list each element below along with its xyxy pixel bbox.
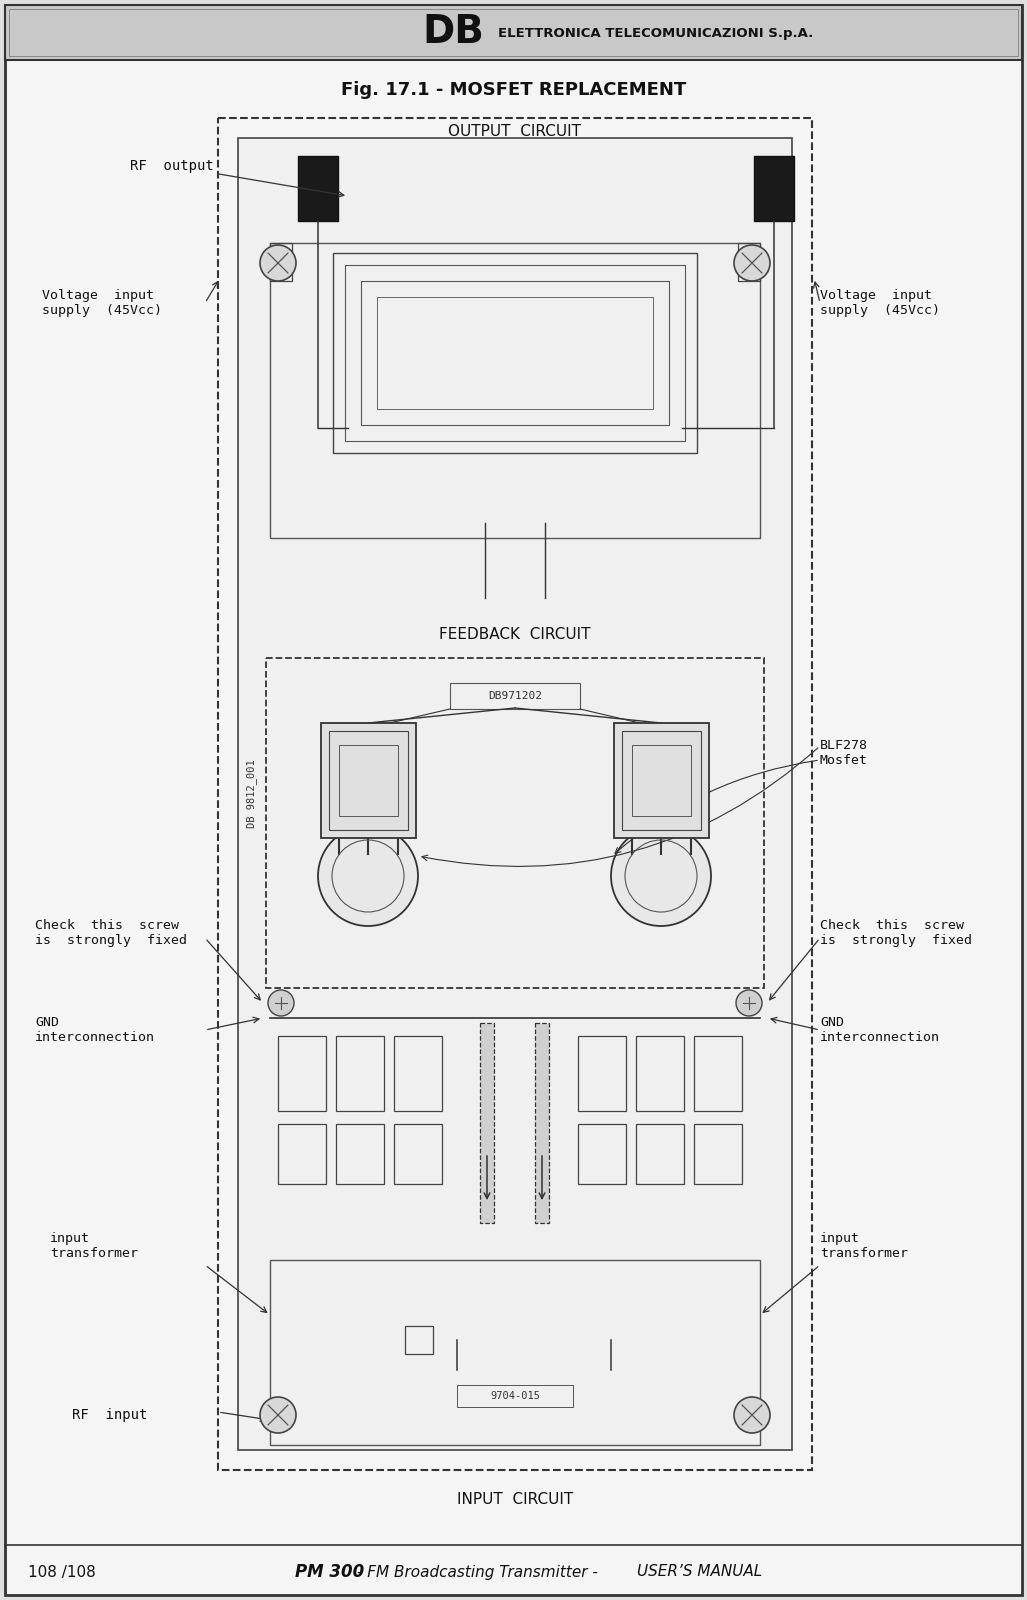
Text: FEEDBACK  CIRCUIT: FEEDBACK CIRCUIT	[440, 627, 591, 642]
Text: GND
interconnection: GND interconnection	[35, 1016, 155, 1043]
Text: 108 /108: 108 /108	[28, 1565, 96, 1579]
Bar	[270, 243, 292, 282]
Bar	[339, 746, 398, 816]
Text: Check  this  screw
is  strongly  fixed: Check this screw is strongly fixed	[820, 918, 972, 947]
Bar	[218, 118, 812, 1470]
Bar	[9, 10, 1018, 56]
Bar	[298, 157, 338, 221]
Bar	[5, 5, 1022, 59]
Bar	[450, 683, 580, 709]
Text: DB: DB	[422, 13, 485, 51]
Circle shape	[734, 245, 770, 282]
Text: - FM Broadcasting Transmitter -: - FM Broadcasting Transmitter -	[352, 1565, 603, 1579]
Bar	[394, 1037, 442, 1110]
Bar	[336, 1037, 384, 1110]
Text: ELETTRONICA TELECOMUNICAZIONI S.p.A.: ELETTRONICA TELECOMUNICAZIONI S.p.A.	[498, 27, 813, 40]
Bar	[345, 266, 685, 442]
Bar	[321, 723, 416, 838]
Bar	[278, 1123, 326, 1184]
Text: 9704-015: 9704-015	[490, 1390, 540, 1402]
Circle shape	[260, 245, 296, 282]
Text: OUTPUT  CIRCUIT: OUTPUT CIRCUIT	[449, 125, 581, 139]
Circle shape	[736, 990, 762, 1016]
Text: GND
interconnection: GND interconnection	[820, 1016, 940, 1043]
Bar	[480, 1022, 494, 1222]
Bar	[333, 253, 697, 453]
Bar	[266, 658, 764, 987]
Text: RF  input: RF input	[72, 1408, 148, 1422]
Bar	[270, 1261, 760, 1445]
Bar	[405, 1326, 433, 1354]
Bar	[738, 243, 760, 282]
Text: RF  output: RF output	[130, 158, 344, 197]
Bar	[394, 1123, 442, 1184]
Text: Fig. 17.1 - MOSFET REPLACEMENT: Fig. 17.1 - MOSFET REPLACEMENT	[341, 82, 686, 99]
Text: BLF278
Mosfet: BLF278 Mosfet	[820, 739, 868, 766]
Bar	[270, 243, 760, 538]
Bar	[636, 1123, 684, 1184]
Circle shape	[268, 990, 294, 1016]
Bar	[329, 731, 408, 830]
Circle shape	[318, 826, 418, 926]
Circle shape	[734, 1397, 770, 1434]
Bar	[754, 157, 794, 221]
Text: USER’S MANUAL: USER’S MANUAL	[637, 1565, 762, 1579]
Text: Voltage  input
supply  (45Vcc): Voltage input supply (45Vcc)	[820, 290, 940, 317]
Bar	[578, 1037, 626, 1110]
Text: input
transformer: input transformer	[50, 1232, 138, 1261]
Bar	[278, 1037, 326, 1110]
Bar	[694, 1037, 741, 1110]
Bar	[622, 731, 701, 830]
Text: Voltage  input
supply  (45Vcc): Voltage input supply (45Vcc)	[42, 290, 162, 317]
Bar	[336, 1123, 384, 1184]
Text: Check  this  screw
is  strongly  fixed: Check this screw is strongly fixed	[35, 918, 187, 947]
Bar	[632, 746, 691, 816]
Text: DB 9812_001: DB 9812_001	[246, 760, 258, 829]
Bar	[238, 138, 792, 1450]
Circle shape	[611, 826, 711, 926]
Bar	[535, 1022, 549, 1222]
Bar	[636, 1037, 684, 1110]
Bar	[694, 1123, 741, 1184]
Bar	[457, 1386, 573, 1406]
Circle shape	[260, 1397, 296, 1434]
Text: INPUT  CIRCUIT: INPUT CIRCUIT	[457, 1491, 573, 1507]
Text: DB971202: DB971202	[488, 691, 542, 701]
Text: PM 300: PM 300	[295, 1563, 365, 1581]
Bar	[578, 1123, 626, 1184]
Bar	[362, 282, 669, 426]
Bar	[377, 298, 653, 410]
Text: input
transformer: input transformer	[820, 1232, 908, 1261]
Bar	[614, 723, 709, 838]
